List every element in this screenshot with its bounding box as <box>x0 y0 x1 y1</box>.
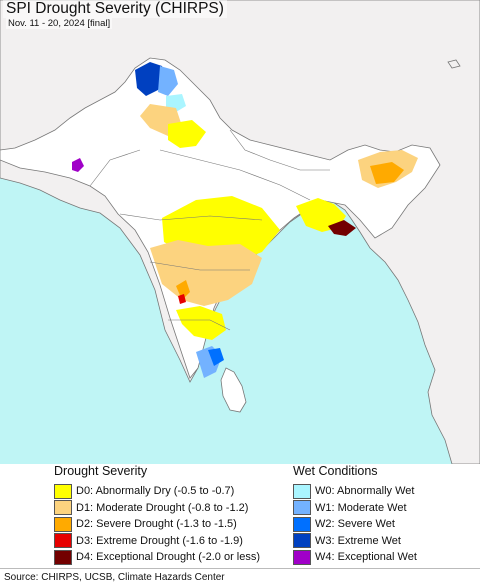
legend-item-w3: W3: Extreme Wet <box>293 533 417 550</box>
legend-item-d1: D1: Moderate Drought (-0.8 to -1.2) <box>54 500 260 517</box>
legend-item-w4: W4: Exceptional Wet <box>293 549 417 566</box>
legend-drought: Drought Severity D0: Abnormally Dry (-0.… <box>54 464 260 566</box>
swatch-w4 <box>293 549 311 565</box>
drought-map: SPI Drought Severity (CHIRPS) Nov. 11 - … <box>0 0 480 464</box>
swatch-w2 <box>293 516 311 532</box>
legend-label-w2: W2: Severe Wet <box>315 518 395 531</box>
anomaly-d4-coast <box>328 220 356 236</box>
swatch-d3 <box>54 533 72 549</box>
anomaly-d0-south <box>176 306 226 340</box>
legend-item-d4: D4: Exceptional Drought (-2.0 or less) <box>54 549 260 566</box>
anomaly-d3-central <box>178 294 186 304</box>
anomaly-w4-west <box>72 158 84 172</box>
legend-label-d3: D3: Extreme Drought (-1.6 to -1.9) <box>76 534 243 547</box>
anomaly-d2-central <box>176 280 190 300</box>
swatch-d4 <box>54 549 72 565</box>
legend-drought-title: Drought Severity <box>54 464 148 478</box>
swatch-d2 <box>54 516 72 532</box>
legend-label-d4: D4: Exceptional Drought (-2.0 or less) <box>76 551 261 564</box>
land-island-ne <box>447 59 461 69</box>
legend-label-d0: D0: Abnormally Dry (-0.5 to -0.7) <box>76 485 235 498</box>
anomaly-d0-bengal <box>296 198 346 232</box>
legend-label-d2: D2: Severe Drought (-1.3 to -1.5) <box>76 518 237 531</box>
map-canvas <box>0 0 480 464</box>
legend-item-d2: D2: Severe Drought (-1.3 to -1.5) <box>54 516 260 533</box>
legend-item-d0: D0: Abnormally Dry (-0.5 to -0.7) <box>54 483 260 500</box>
anomaly-w2-south <box>208 348 224 366</box>
swatch-w1 <box>293 500 311 516</box>
swatch-w3 <box>293 533 311 549</box>
legend-label-d1: D1: Moderate Drought (-0.8 to -1.2) <box>76 501 249 514</box>
legend-item-w0: W0: Abnormally Wet <box>293 483 417 500</box>
map-subtitle: Nov. 11 - 20, 2024 [final] <box>6 18 113 29</box>
legend-wet-title: Wet Conditions <box>293 464 378 478</box>
legend-label-w0: W0: Abnormally Wet <box>315 485 415 498</box>
anomaly-d2-northeast <box>370 162 404 184</box>
swatch-d1 <box>54 500 72 516</box>
legend-item-w2: W2: Severe Wet <box>293 516 417 533</box>
legend-item-w1: W1: Moderate Wet <box>293 500 417 517</box>
swatch-w0 <box>293 483 311 499</box>
legend-label-w4: W4: Exceptional Wet <box>315 551 417 564</box>
swatch-d0 <box>54 483 72 499</box>
source-footer: Source: CHIRPS, UCSB, Climate Hazards Ce… <box>0 568 480 586</box>
legend-label-w1: W1: Moderate Wet <box>315 501 407 514</box>
legend: Drought Severity D0: Abnormally Dry (-0.… <box>0 464 480 568</box>
legend-wet: Wet Conditions W0: Abnormally Wet W1: Mo… <box>293 464 417 566</box>
legend-item-d3: D3: Extreme Drought (-1.6 to -1.9) <box>54 533 260 550</box>
anomaly-w3-north <box>135 62 166 96</box>
anomaly-d0-north <box>168 120 206 148</box>
anomaly-w1-north <box>158 66 178 96</box>
legend-label-w3: W3: Extreme Wet <box>315 534 401 547</box>
land-sri-lanka <box>220 367 247 413</box>
map-title: SPI Drought Severity (CHIRPS) <box>3 0 227 18</box>
state-borders <box>89 129 330 331</box>
